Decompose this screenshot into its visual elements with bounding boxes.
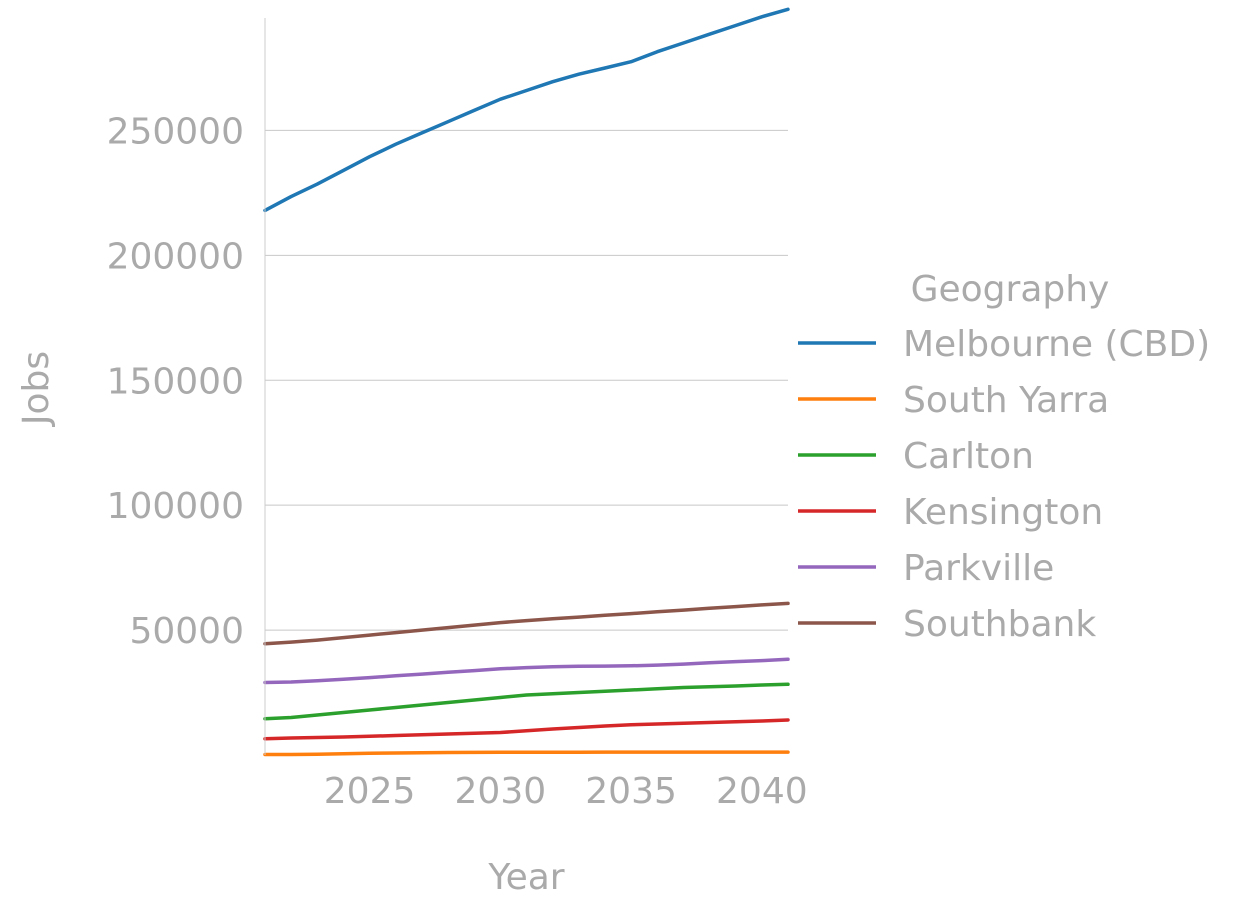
legend-label: Parkville xyxy=(903,548,1054,589)
y-tick-label: 50000 xyxy=(129,611,244,652)
x-tick-label: 2040 xyxy=(716,771,808,812)
y-tick-label: 250000 xyxy=(107,111,244,152)
x-axis-label: Year xyxy=(487,857,564,898)
series-line-1 xyxy=(263,750,790,757)
y-tick-labels: 50000 100000 150000 200000 250000 xyxy=(107,111,244,652)
y-axis-label: Jobs xyxy=(16,351,57,427)
series-line-5 xyxy=(263,601,790,646)
x-tick-labels: 2025 2030 2035 2040 xyxy=(324,771,808,812)
series-line-0 xyxy=(263,7,790,213)
legend-label: Melbourne (CBD) xyxy=(903,324,1210,365)
legend-title: Geography xyxy=(911,269,1110,310)
x-tick-label: 2025 xyxy=(324,771,416,812)
legend-label: Carlton xyxy=(903,436,1034,477)
series-line-4 xyxy=(263,657,790,685)
legend-label: Kensington xyxy=(903,492,1103,533)
y-tick-label: 100000 xyxy=(107,486,244,527)
gridlines xyxy=(265,129,788,631)
x-tick-label: 2035 xyxy=(585,771,677,812)
y-tick-label: 200000 xyxy=(107,236,244,277)
legend: Geography Melbourne (CBD) South Yarra Carl… xyxy=(798,269,1210,645)
series-lines xyxy=(263,7,790,757)
legend-label: South Yarra xyxy=(903,380,1109,421)
legend-items: Melbourne (CBD) South Yarra Carlton Kensing… xyxy=(798,324,1210,645)
x-tick-label: 2030 xyxy=(455,771,547,812)
series-line-3 xyxy=(263,718,790,741)
legend-label: Southbank xyxy=(903,604,1096,645)
y-tick-label: 150000 xyxy=(107,361,244,402)
series-line-2 xyxy=(263,682,790,721)
